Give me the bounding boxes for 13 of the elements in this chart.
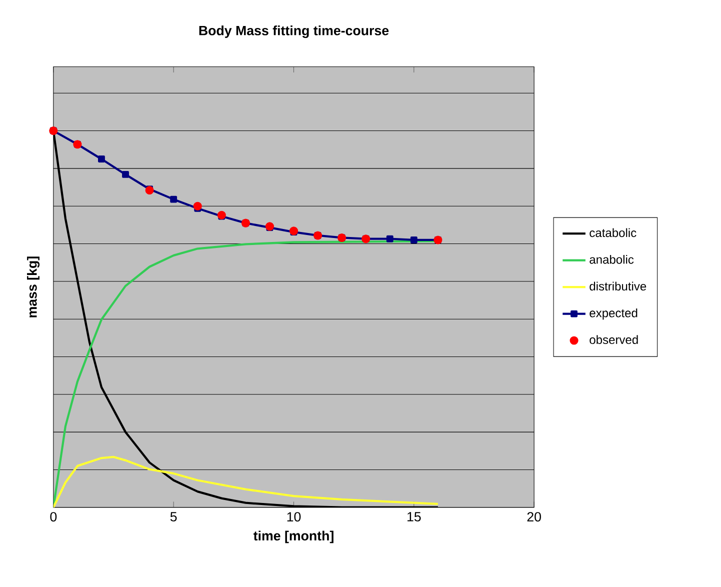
x-axis-title: time [month] bbox=[253, 530, 334, 543]
legend-label: distributive bbox=[590, 281, 646, 290]
x-tick-label: 0 bbox=[50, 512, 57, 522]
legend-label: expected bbox=[590, 308, 638, 320]
x-tick-label: 15 bbox=[408, 512, 421, 522]
chart-title: Body Mass fitting time-course bbox=[199, 25, 389, 38]
legend-label: catabolic bbox=[590, 228, 636, 237]
legend-label: observed bbox=[590, 334, 638, 344]
legend-label: anabolic bbox=[590, 254, 634, 264]
x-tick-label: 20 bbox=[527, 512, 541, 522]
y-axis-title: mass [kg] bbox=[27, 256, 40, 318]
x-tick-label: 5 bbox=[170, 512, 177, 522]
x-tick-label: 10 bbox=[287, 512, 301, 522]
